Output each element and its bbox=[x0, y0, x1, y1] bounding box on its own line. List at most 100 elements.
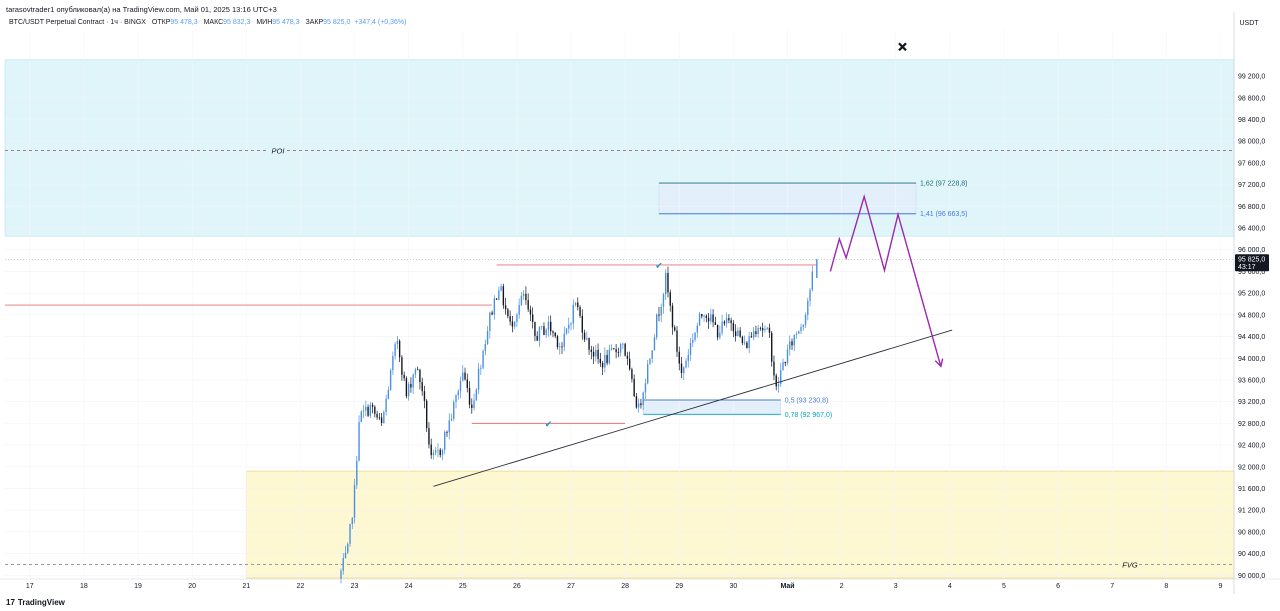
candle-body bbox=[450, 418, 453, 421]
candle-body bbox=[502, 286, 505, 306]
candle-body bbox=[541, 326, 543, 328]
candle-body bbox=[387, 389, 390, 399]
candle-body bbox=[622, 343, 624, 345]
candle-body bbox=[617, 352, 620, 353]
candle-body bbox=[531, 314, 534, 322]
candle-body bbox=[464, 372, 466, 380]
fib-level-label: 0,5 (93 230,8) bbox=[785, 397, 829, 404]
candle-body bbox=[347, 543, 349, 553]
candle-body bbox=[755, 331, 757, 335]
last-price-tag bbox=[1235, 254, 1269, 272]
candle-body bbox=[437, 449, 439, 451]
fib-level-label: 1,41 (96 663,5) bbox=[920, 211, 967, 218]
candle-body bbox=[583, 332, 586, 340]
candle-body bbox=[353, 485, 356, 518]
y-tick-label: 94 000,0 bbox=[1238, 356, 1265, 363]
y-tick-label: 91 600,0 bbox=[1238, 486, 1265, 493]
candle-body bbox=[509, 316, 511, 322]
fvg-zone bbox=[245, 470, 1235, 579]
poi-label: POI bbox=[272, 146, 285, 155]
y-tick-label: 95 600,0 bbox=[1238, 269, 1265, 276]
candle-body bbox=[394, 344, 396, 357]
candle-body bbox=[719, 332, 721, 338]
candle-body bbox=[577, 302, 579, 308]
y-tick-label: 93 200,0 bbox=[1238, 399, 1265, 406]
candle-body bbox=[380, 417, 383, 424]
candle-body bbox=[728, 318, 730, 321]
candle-body bbox=[768, 327, 771, 333]
candle-body bbox=[604, 354, 606, 368]
candle-body bbox=[705, 315, 708, 318]
candle-body bbox=[538, 326, 541, 341]
candle-body bbox=[669, 292, 671, 306]
candle-body bbox=[649, 358, 651, 365]
ascending-trendline bbox=[433, 329, 953, 487]
candle-body bbox=[777, 384, 780, 387]
candle-body bbox=[651, 350, 653, 359]
candle-body bbox=[766, 327, 768, 329]
candle-body bbox=[477, 368, 480, 390]
candle-body bbox=[631, 369, 633, 379]
candle-body bbox=[730, 320, 732, 324]
candle-body bbox=[376, 413, 378, 418]
poi-zone bbox=[4, 59, 1235, 237]
y-tick-label: 90 800,0 bbox=[1238, 529, 1265, 536]
checkmark-icon: ✔ bbox=[545, 420, 553, 430]
y-tick-label: 97 600,0 bbox=[1238, 160, 1265, 167]
low-value: 95 478,3 bbox=[272, 19, 300, 26]
candle-body bbox=[439, 449, 441, 456]
y-tick-label: 98 000,0 bbox=[1238, 139, 1265, 146]
candle-body bbox=[626, 355, 629, 359]
candle-body bbox=[689, 342, 692, 355]
candle-body bbox=[734, 331, 737, 336]
candle-body bbox=[710, 314, 712, 322]
x-tick-label: 21 bbox=[242, 583, 250, 590]
candle-body bbox=[342, 558, 344, 571]
axes-layer: USDT 90 000,0 90 400,0 90 800,0 91 200,0 91 6… bbox=[0, 12, 1280, 594]
candle-body bbox=[804, 314, 807, 325]
y-tick-label: 99 200,0 bbox=[1238, 74, 1265, 81]
candle-body bbox=[441, 449, 444, 456]
x-tick-label: 6 bbox=[1056, 583, 1060, 590]
candle-body bbox=[453, 401, 455, 419]
grid-layer bbox=[5, 30, 1234, 578]
x-tick-label: 3 bbox=[894, 583, 898, 590]
candle-body bbox=[725, 318, 728, 324]
candle-body bbox=[752, 331, 755, 338]
tradingview-brand[interactable]: 17 TradingView bbox=[6, 598, 65, 607]
candle-body bbox=[624, 343, 626, 356]
candle-body bbox=[412, 374, 414, 388]
candle-body bbox=[692, 339, 694, 343]
candle-body bbox=[671, 305, 674, 328]
candle-body bbox=[683, 367, 685, 374]
x-tick-label: 28 bbox=[621, 583, 629, 590]
candle-body bbox=[568, 324, 570, 329]
candle-body bbox=[642, 392, 644, 406]
candle-body bbox=[396, 340, 399, 345]
candle-body bbox=[701, 313, 703, 317]
candle-body bbox=[660, 306, 662, 316]
candle-body bbox=[732, 323, 735, 332]
candle-body bbox=[550, 321, 552, 332]
candle-body bbox=[653, 337, 656, 351]
candle-body bbox=[599, 358, 602, 364]
candle-body bbox=[680, 363, 683, 374]
candle-body bbox=[581, 315, 583, 333]
fvg-dashed-line-label-bg bbox=[1121, 559, 1139, 570]
candle-body bbox=[383, 412, 385, 424]
candle-body bbox=[795, 333, 798, 335]
high-value: 95 832,3 bbox=[223, 19, 251, 26]
x-tick-label: 20 bbox=[188, 583, 196, 590]
y-tick-label: 90 400,0 bbox=[1238, 551, 1265, 558]
candle-body bbox=[489, 312, 491, 332]
candle-body bbox=[455, 395, 457, 402]
candle-body bbox=[761, 328, 764, 331]
symbol-name[interactable]: BTC/USDT Perpetual Contract · 1ч · BINGX bbox=[9, 19, 146, 26]
y-tick-label: 96 800,0 bbox=[1238, 204, 1265, 211]
candle-body bbox=[748, 336, 750, 349]
candle-body bbox=[698, 313, 701, 326]
candle-body bbox=[556, 336, 559, 348]
candle-body bbox=[423, 391, 426, 401]
x-tick-label: 24 bbox=[405, 583, 413, 590]
